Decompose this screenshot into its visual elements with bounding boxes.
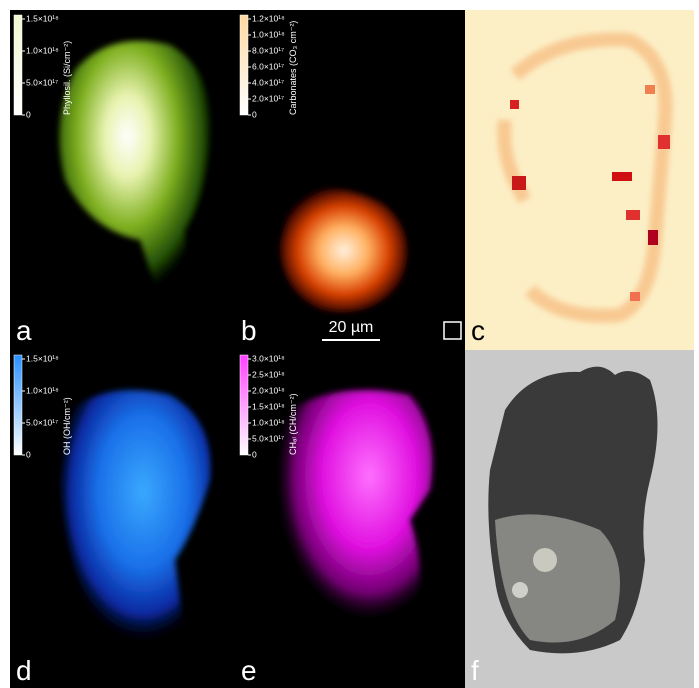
colorbar-tick-label: 8.0×10¹⁷ — [252, 45, 284, 55]
colorbar-title: CHₐₗ (CH/cm⁻²) — [288, 393, 298, 455]
colorbar-tick-label: 1.0×10¹⁸ — [26, 45, 59, 55]
colorbar-tick-label: 1.5×10¹⁸ — [26, 353, 59, 363]
colorbar-tick-label: 1.0×10¹⁸ — [26, 385, 59, 395]
colorbar-tick-label: 1.0×10¹⁸ — [252, 29, 285, 39]
colorbar-tick-label: 5.0×10¹⁷ — [26, 417, 58, 427]
panel-label: b — [241, 315, 257, 346]
panel-label: d — [16, 655, 32, 686]
scale-bar: 20 µm — [322, 319, 462, 341]
colorbar-tick-label: 5.0×10¹⁷ — [26, 77, 58, 87]
colorbar-tick-label: 1.0×10¹⁸ — [252, 417, 285, 427]
colorbar-tick-label: 1.5×10¹⁸ — [26, 13, 59, 23]
colorbar-tick-label: 1.2×10¹⁸ — [252, 13, 285, 23]
maps — [59, 32, 673, 654]
colorbar-tick-label: 0 — [26, 449, 31, 459]
colorbar-title: Carbonates (CO₃ cm⁻²) — [288, 21, 298, 115]
colorbar-tick-label: 2.0×10¹⁷ — [252, 93, 284, 103]
panel-label: e — [241, 655, 257, 686]
colorbar-tick-label: 6.0×10¹⁷ — [252, 61, 284, 71]
panel-label: c — [471, 315, 485, 346]
colorbar — [13, 354, 23, 456]
scale-bar-label: 20 µm — [329, 319, 374, 336]
colorbar-tick-label: 1.5×10¹⁸ — [252, 401, 285, 411]
colorbar-tick-label: 2.0×10¹⁸ — [252, 385, 285, 395]
panel-label: f — [471, 655, 479, 686]
colorbar-tick-label: 0 — [252, 109, 257, 119]
colorbar-tick-label: 4.0×10¹⁷ — [252, 77, 284, 87]
colorbar-tick-label: 0 — [252, 449, 257, 459]
colorbar-tick-label: 3.0×10¹⁸ — [252, 353, 285, 363]
colorbar — [239, 14, 249, 116]
colorbar — [13, 14, 23, 116]
colorbar-tick-label: 0 — [26, 109, 31, 119]
colorbar-tick-label: 5.0×10¹⁷ — [252, 433, 284, 443]
colorbar — [239, 354, 249, 456]
colorbar-title: OH (OH/cm⁻²) — [62, 397, 72, 455]
colorbar-title: Phyllosil. (Si/cm⁻²) — [62, 41, 72, 115]
panel-label: a — [16, 315, 32, 346]
colorbar-tick-label: 2.5×10¹⁸ — [252, 369, 285, 379]
